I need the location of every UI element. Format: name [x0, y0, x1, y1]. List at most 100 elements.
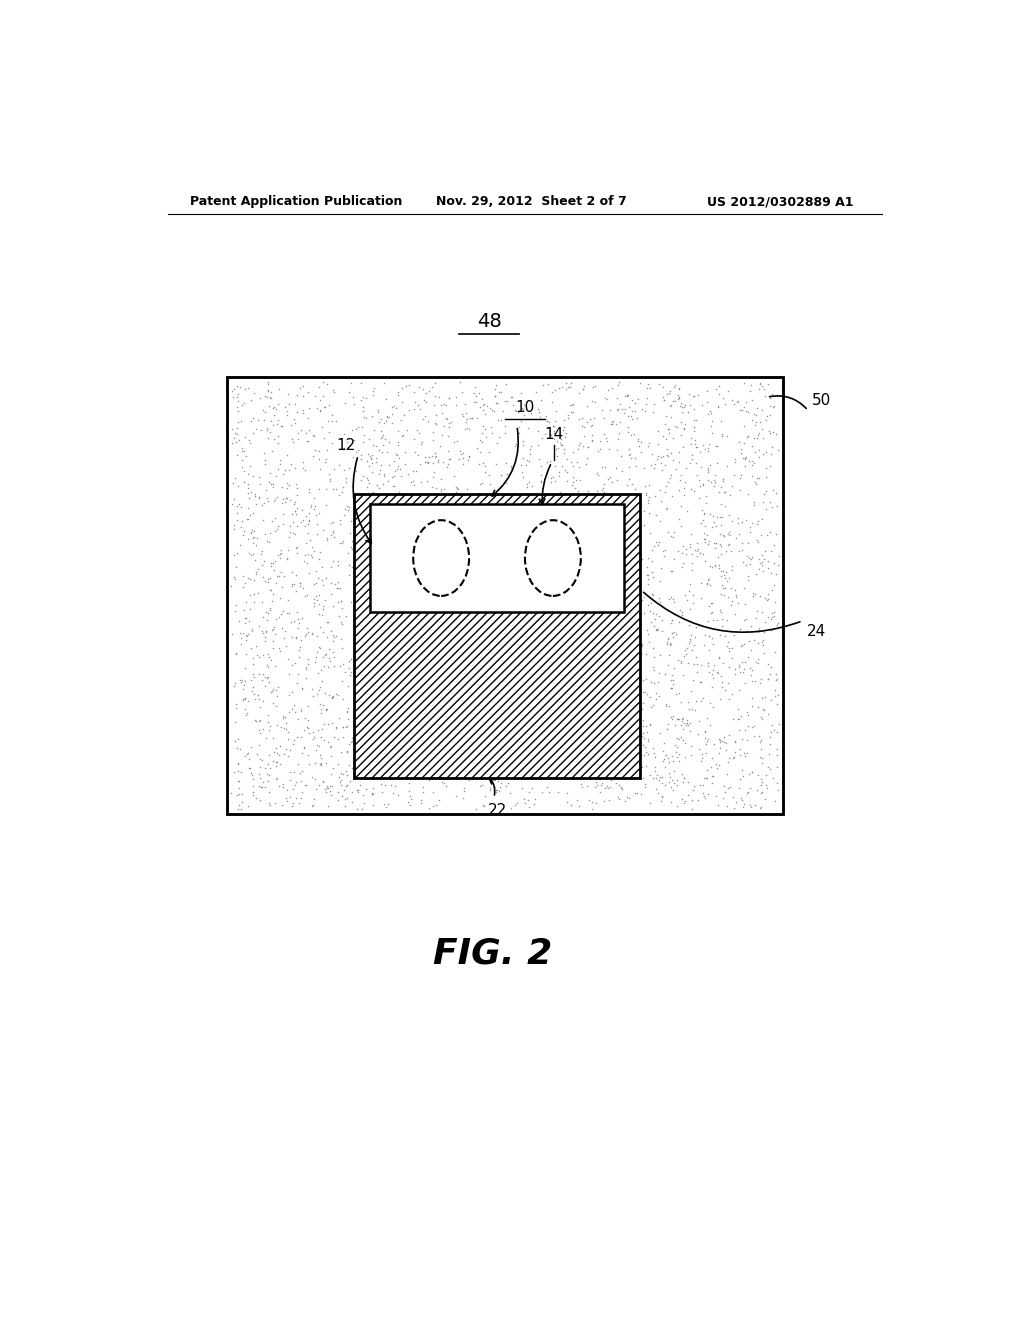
Point [642, 686, 658, 708]
Point [718, 733, 734, 754]
Point [390, 432, 407, 453]
Point [770, 685, 786, 706]
Point [741, 450, 758, 471]
Point [331, 781, 347, 803]
Point [711, 375, 727, 396]
Point [635, 734, 651, 755]
Point [402, 742, 419, 763]
Point [659, 718, 676, 739]
Point [330, 789, 346, 810]
Point [593, 632, 609, 653]
Point [700, 569, 717, 590]
Point [618, 731, 635, 752]
Point [769, 721, 785, 742]
Point [579, 776, 595, 797]
Point [313, 698, 330, 719]
Point [550, 572, 566, 593]
Point [670, 384, 686, 405]
Point [253, 420, 269, 441]
Point [711, 482, 727, 503]
Point [460, 450, 476, 471]
Point [495, 797, 511, 818]
Point [549, 746, 565, 767]
Point [657, 744, 674, 766]
Point [432, 586, 449, 607]
Point [423, 657, 439, 678]
Point [226, 488, 243, 510]
Point [521, 444, 538, 465]
Point [430, 449, 446, 470]
Point [247, 550, 263, 572]
Point [513, 411, 529, 432]
Point [355, 576, 372, 597]
Point [558, 461, 574, 482]
Point [365, 482, 381, 503]
Point [372, 648, 388, 669]
Point [426, 605, 442, 626]
Point [399, 529, 416, 550]
Point [477, 785, 494, 807]
Point [530, 644, 547, 665]
Point [720, 535, 736, 556]
Point [348, 709, 365, 730]
Point [596, 521, 612, 543]
Point [558, 623, 574, 644]
Point [372, 693, 388, 714]
Point [447, 715, 464, 737]
Point [236, 393, 252, 414]
Point [270, 607, 287, 628]
Point [694, 434, 711, 455]
Point [323, 470, 339, 491]
Point [294, 607, 310, 628]
Point [657, 693, 674, 714]
Point [358, 725, 375, 746]
Point [605, 597, 622, 618]
Point [498, 533, 514, 554]
Point [573, 507, 590, 528]
Point [307, 739, 324, 760]
Point [400, 492, 417, 513]
Point [229, 475, 246, 496]
Point [261, 795, 278, 816]
Point [459, 693, 475, 714]
Point [301, 754, 317, 775]
Point [413, 747, 429, 768]
Point [434, 705, 451, 726]
Point [734, 512, 751, 533]
Point [306, 589, 323, 610]
Point [324, 512, 340, 533]
Point [243, 763, 259, 784]
Point [459, 491, 475, 512]
Point [595, 690, 611, 711]
Point [764, 714, 780, 735]
Point [373, 428, 389, 449]
Point [465, 709, 481, 730]
Point [418, 648, 434, 669]
Point [433, 424, 450, 445]
Point [703, 403, 720, 424]
Point [600, 510, 616, 531]
Point [536, 665, 552, 686]
Point [504, 591, 520, 612]
Point [665, 391, 681, 412]
Point [355, 425, 372, 446]
Point [313, 755, 330, 776]
Point [290, 422, 306, 444]
Point [541, 781, 557, 803]
Point [553, 682, 569, 704]
Point [506, 754, 522, 775]
Point [446, 490, 463, 511]
Point [694, 395, 711, 416]
Point [414, 432, 430, 453]
Point [550, 661, 566, 682]
Point [242, 432, 258, 453]
Point [423, 725, 439, 746]
Point [358, 677, 375, 698]
Point [355, 793, 372, 814]
Point [746, 471, 763, 492]
Point [490, 762, 507, 783]
Point [727, 586, 743, 607]
Point [669, 727, 685, 748]
Point [730, 593, 746, 614]
Point [751, 531, 767, 552]
